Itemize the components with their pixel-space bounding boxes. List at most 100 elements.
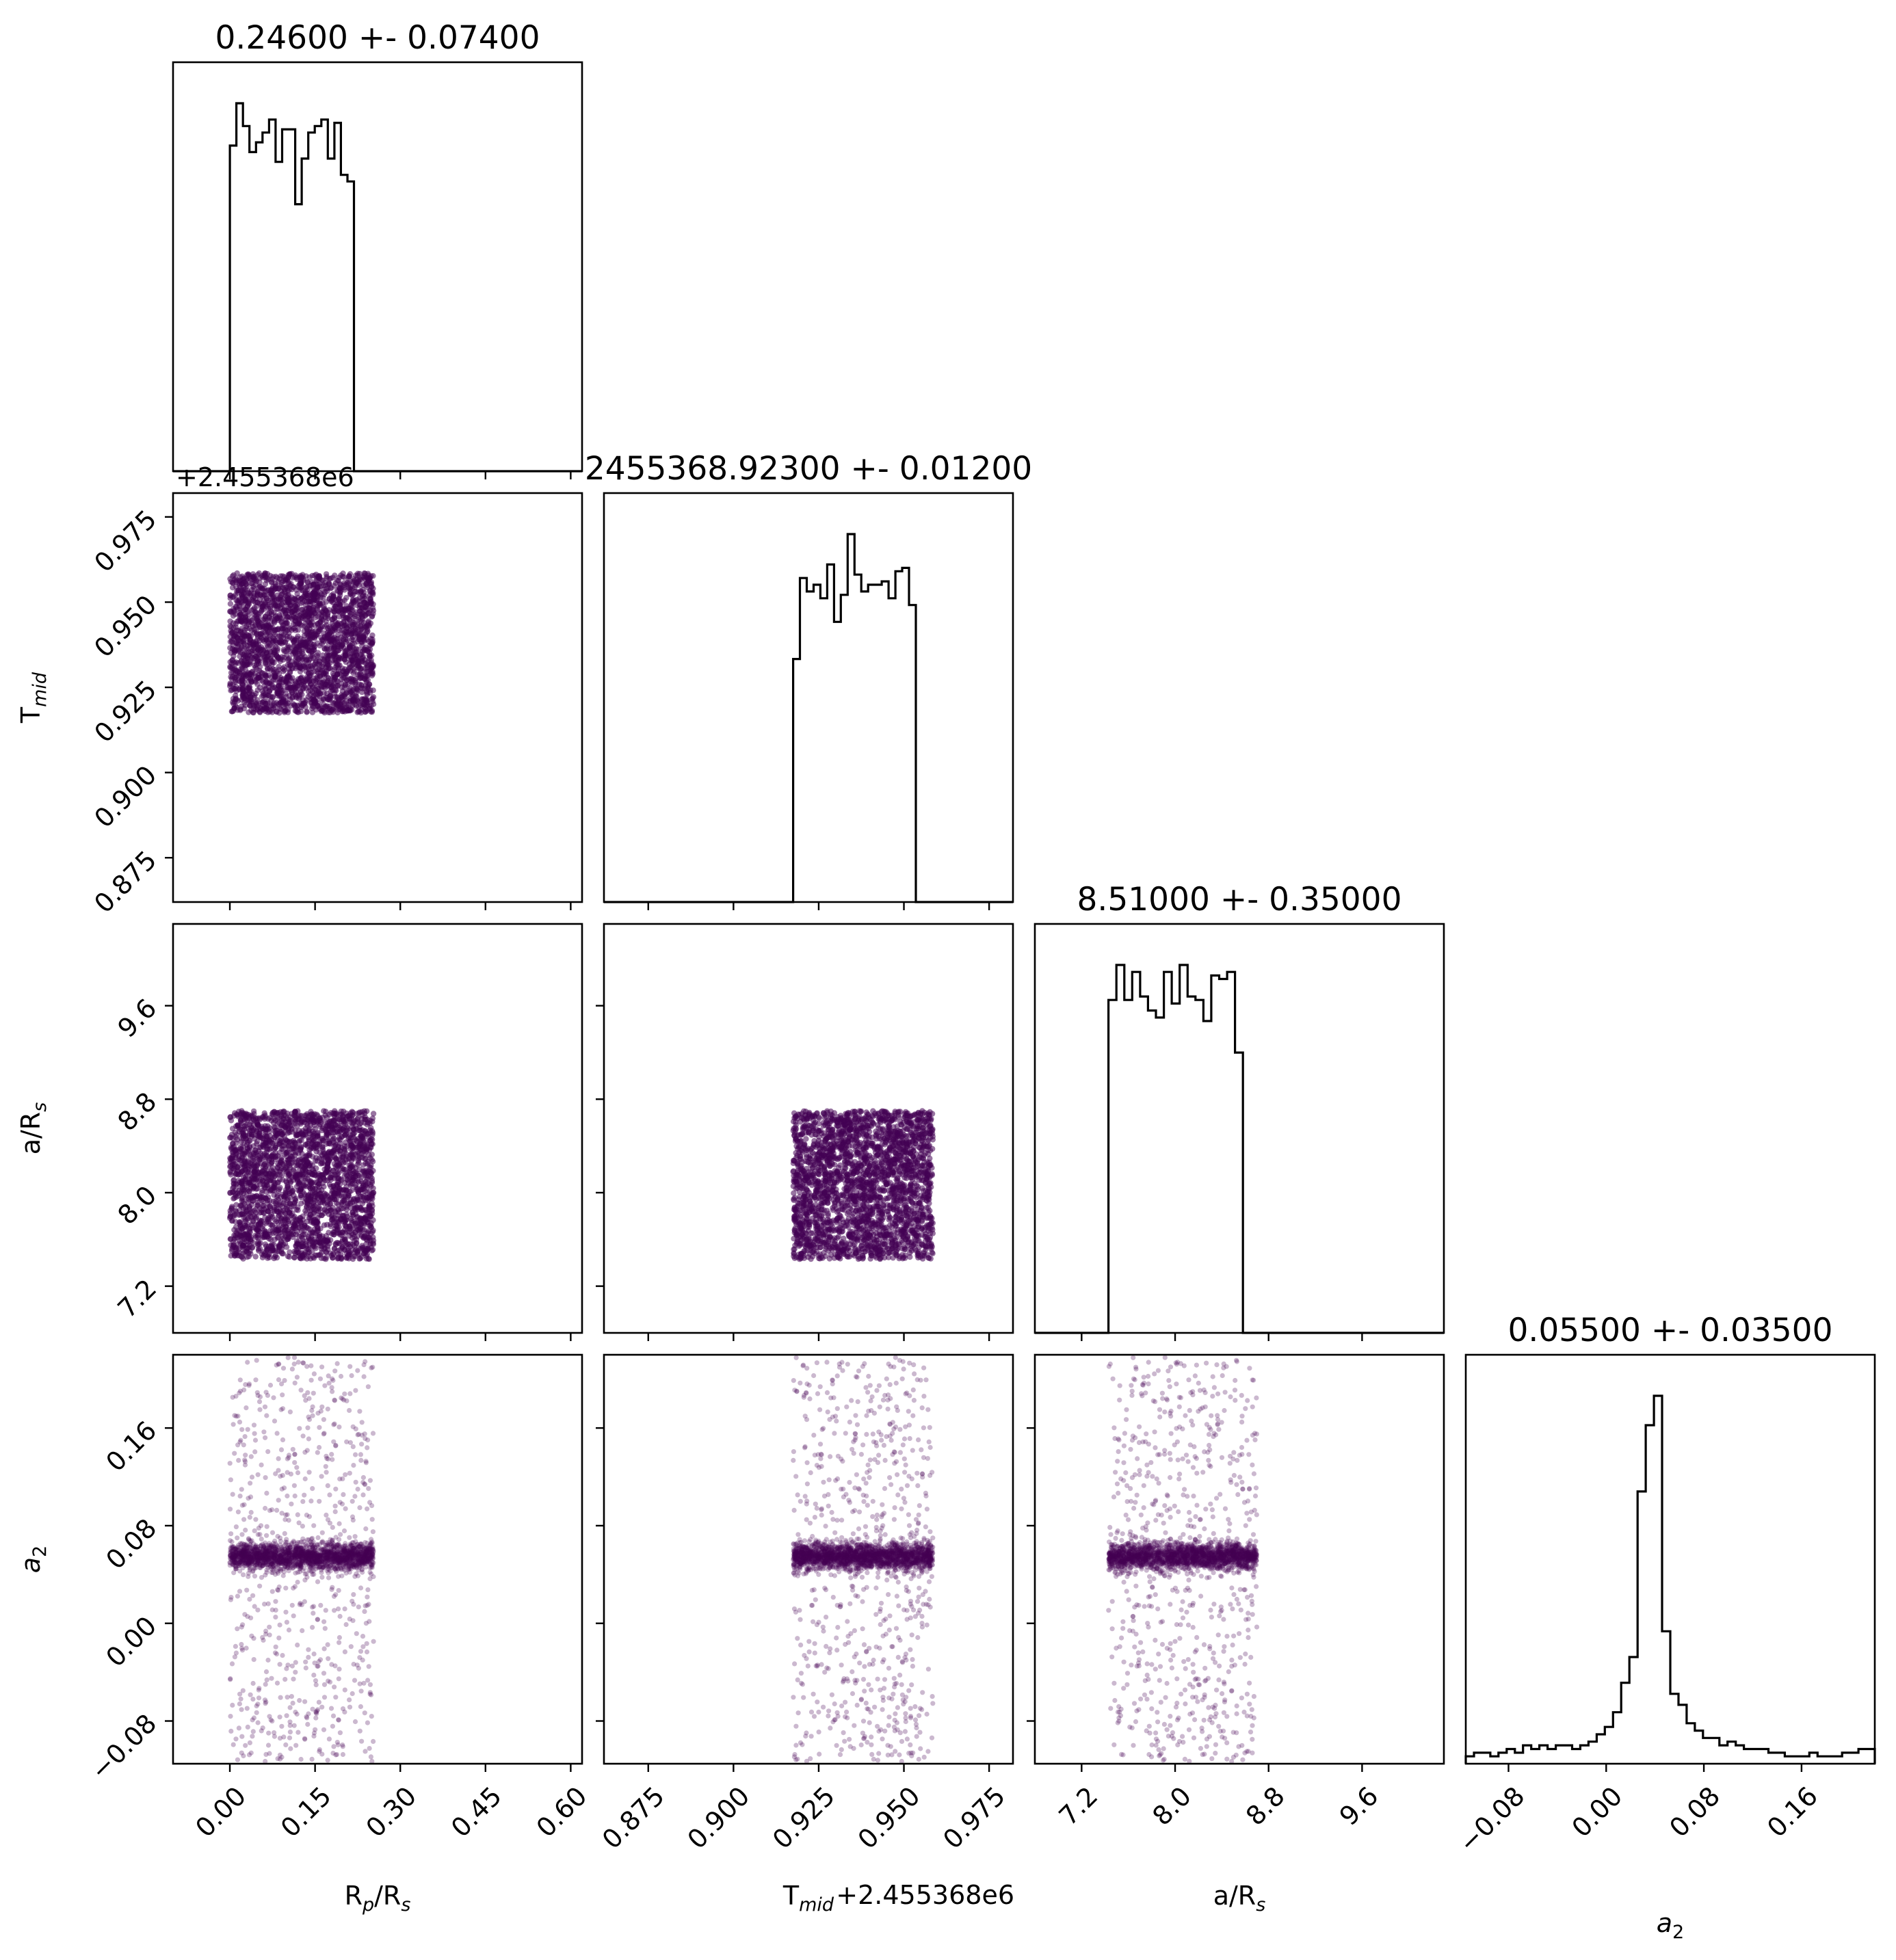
sample-point (356, 1166, 363, 1173)
scatter-tmid-vs-rp (226, 570, 377, 716)
sample-point (248, 1202, 255, 1208)
sample-point (292, 686, 298, 692)
sample-point (365, 1158, 371, 1165)
sample-point (337, 627, 343, 633)
sample-point (309, 653, 315, 659)
sample-point (241, 1200, 248, 1207)
sample-point (278, 693, 285, 700)
sample-point (256, 579, 263, 585)
sample-point (298, 1158, 304, 1165)
sample-point (287, 670, 293, 676)
sample-point (289, 1189, 295, 1196)
sample-point (227, 609, 233, 615)
sample-point (306, 1226, 313, 1232)
sample-point (274, 648, 280, 654)
sample-point (274, 1153, 281, 1159)
sample-point (365, 620, 371, 626)
sample-point (368, 666, 374, 672)
sample-point (264, 1154, 270, 1161)
sample-point (369, 632, 376, 639)
sample-point (285, 614, 291, 620)
sample-point (332, 1117, 338, 1124)
sample-point (232, 648, 238, 654)
sample-point (309, 703, 315, 709)
sample-point (306, 622, 313, 628)
sample-point (237, 1220, 243, 1226)
sample-point (295, 1241, 301, 1247)
sample-point (239, 619, 245, 625)
sample-point (298, 675, 304, 682)
sample-point (238, 1111, 244, 1117)
sample-point (302, 1176, 308, 1182)
sample-point (300, 610, 306, 616)
sample-point (370, 1234, 376, 1241)
sample-point (283, 674, 290, 681)
sample-point (227, 1156, 234, 1163)
sample-point (277, 639, 283, 645)
sample-point (243, 662, 250, 668)
sample-point (321, 1207, 328, 1213)
sample-point (343, 594, 350, 601)
sample-point (278, 583, 284, 590)
sample-point (261, 654, 267, 661)
sample-point (334, 671, 341, 677)
sample-point (239, 573, 246, 579)
sample-point (261, 705, 267, 711)
sample-point (319, 586, 326, 593)
sample-point (252, 673, 259, 680)
sample-point (339, 1193, 345, 1200)
sample-point (356, 598, 363, 605)
sample-point (366, 1204, 372, 1210)
sample-point (334, 639, 341, 645)
sample-point (347, 689, 354, 695)
sample-point (229, 573, 236, 579)
sample-point (271, 1255, 277, 1262)
sample-point (278, 1122, 285, 1129)
sample-point (298, 635, 304, 642)
sample-point (236, 1154, 243, 1160)
sample-point (292, 637, 298, 643)
sample-point (362, 685, 368, 691)
sample-point (248, 678, 254, 685)
sample-point (232, 686, 239, 692)
sample-point (319, 661, 326, 667)
sample-point (335, 631, 341, 638)
sample-point (241, 641, 248, 647)
sample-point (344, 615, 350, 621)
sample-point (316, 600, 322, 607)
sample-point (303, 668, 309, 674)
sample-point (367, 653, 373, 659)
sample-point (324, 1165, 330, 1171)
sample-point (316, 1181, 322, 1187)
sample-point (233, 640, 239, 646)
sample-point (257, 674, 264, 680)
sample-point (304, 1204, 310, 1210)
sample-point (314, 1192, 321, 1198)
sample-point (354, 1233, 360, 1240)
sample-point (282, 691, 289, 697)
sample-point (347, 1241, 354, 1247)
sample-point (282, 639, 289, 645)
sample-point (282, 1151, 288, 1157)
sample-point (293, 621, 299, 627)
sample-point (369, 698, 376, 704)
sample-point (257, 663, 263, 670)
sample-point (358, 685, 364, 691)
sample-point (251, 645, 257, 652)
sample-point (330, 1167, 336, 1174)
sample-point (332, 1153, 338, 1160)
sample-point (227, 600, 234, 607)
sample-point (256, 656, 263, 662)
sample-point (256, 1241, 262, 1247)
sample-point (360, 582, 367, 588)
sample-point (255, 1133, 262, 1139)
sample-point (272, 1144, 278, 1151)
sample-point (274, 1206, 280, 1213)
sample-point (291, 1254, 298, 1260)
sample-point (231, 1113, 237, 1119)
sample-point (300, 576, 306, 582)
sample-point (336, 613, 343, 620)
sample-point (304, 1111, 311, 1117)
sample-point (335, 657, 342, 663)
